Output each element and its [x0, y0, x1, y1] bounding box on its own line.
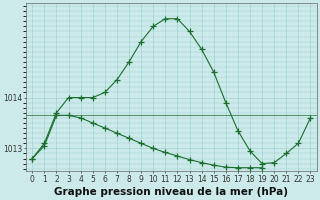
X-axis label: Graphe pression niveau de la mer (hPa): Graphe pression niveau de la mer (hPa) [54, 187, 288, 197]
